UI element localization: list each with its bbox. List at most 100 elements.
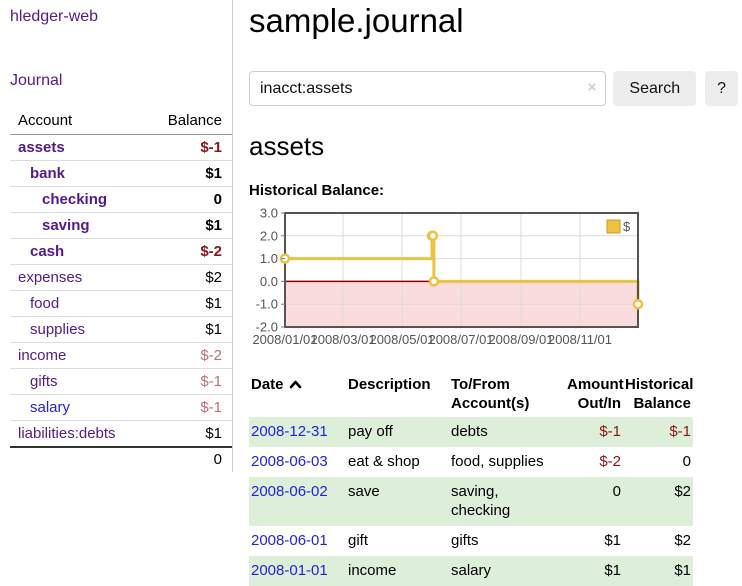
svg-text:3.0: 3.0	[260, 208, 278, 221]
svg-text:0.0: 0.0	[260, 274, 278, 289]
account-balance: 0	[213, 191, 222, 208]
register-body: 2008-12-31 pay off debts $-1 $-1 2008-06-03 ea…	[249, 417, 693, 586]
register-row: 2008-01-01 income salary $1 $1	[249, 556, 693, 586]
sidebar-account-row: salary $-1	[10, 395, 232, 421]
sidebar-account-link-income[interactable]: income	[18, 347, 67, 364]
page-title: sample.journal	[249, 2, 464, 39]
register-balance-cell: $-1	[669, 423, 691, 440]
search-box: ×	[249, 71, 607, 106]
register-balance-cell: $1	[674, 562, 691, 579]
accounts-table-header: Account Balance	[10, 110, 232, 135]
account-balance: $-2	[200, 243, 222, 260]
sidebar-account-link-salary[interactable]: salary	[30, 399, 71, 416]
register-amount-cell: 0	[612, 483, 621, 500]
register-balance-cell: $2	[674, 483, 691, 500]
sidebar-account-link-expenses[interactable]: expenses	[18, 269, 83, 286]
register-date-cell: 2008-06-01	[249, 526, 346, 556]
register-date-cell: 2008-12-31	[249, 417, 346, 447]
svg-text:2008/07/01: 2008/07/01	[428, 332, 493, 347]
date-link[interactable]: 2008-06-03	[251, 453, 328, 470]
account-balance: $1	[205, 425, 222, 442]
register-accounts-cell: salary	[451, 562, 492, 579]
account-balance: $1	[205, 165, 222, 182]
account-balance: $-1	[200, 399, 222, 416]
svg-text:2008/03/01: 2008/03/01	[310, 332, 375, 347]
sidebar: hledger-web Journal Account Balance asse…	[0, 0, 233, 472]
sidebar-account-row: checking 0	[10, 187, 232, 213]
sidebar-account-link-food[interactable]: food	[30, 295, 60, 312]
sidebar-account-link-gifts[interactable]: gifts	[30, 373, 58, 390]
account-balance: $1	[205, 217, 222, 234]
register-amount-cell: $1	[604, 562, 621, 579]
register-header-balance: Historical Balance	[625, 376, 694, 412]
sidebar-account-row: cash $-2	[10, 239, 232, 265]
register-accounts-cell: debts	[451, 423, 488, 440]
sidebar-account-link-liabilities-debts[interactable]: liabilities:debts	[18, 425, 116, 442]
search-button[interactable]: Search	[613, 71, 697, 106]
register-row: 2008-06-02 save saving, checking 0 $2	[249, 477, 693, 526]
sidebar-accounts: assets $-1 bank $1 checking 0 saving $1 cash $-2 e…	[10, 135, 232, 446]
sidebar-account-link-checking[interactable]: checking	[42, 191, 108, 208]
chart-legend: $	[606, 219, 631, 234]
register-description-cell: income	[348, 562, 397, 579]
register-row: 2008-06-01 gift gifts $1 $2	[249, 526, 693, 556]
svg-text:1.0: 1.0	[260, 251, 278, 266]
register-description-cell: gift	[348, 532, 369, 549]
register-amount-cell: $-2	[599, 453, 621, 470]
sidebar-account-row: expenses $2	[10, 265, 232, 291]
register-date-cell: 2008-06-02	[249, 477, 346, 526]
svg-text:2008/01/01: 2008/01/01	[252, 332, 317, 347]
register-accounts-cell: gifts	[451, 532, 479, 549]
account-heading: assets	[249, 131, 325, 161]
sort-ascending-icon	[289, 375, 302, 394]
register-row: 2008-12-31 pay off debts $-1 $-1	[249, 417, 693, 447]
main-content: sample.journal × Search ? assets Histori…	[233, 0, 742, 586]
svg-text:2008/11/01: 2008/11/01	[548, 332, 612, 347]
sidebar-account-row: saving $1	[10, 213, 232, 239]
sidebar-account-link-cash[interactable]: cash	[30, 243, 65, 260]
balance-column-header: Balance	[167, 112, 222, 129]
register-header-date[interactable]: Date	[249, 371, 346, 417]
register-balance-cell: $2	[674, 532, 691, 549]
sidebar-account-link-bank[interactable]: bank	[30, 165, 66, 182]
account-balance: $1	[205, 321, 222, 338]
svg-text:2008/09/01: 2008/09/01	[488, 332, 553, 347]
search-help-button[interactable]: ?	[705, 71, 738, 106]
register-date-cell: 2008-06-03	[249, 447, 346, 477]
sidebar-account-row: assets $-1	[10, 135, 232, 161]
accounts-table: Account Balance assets $-1 bank $1 checking 0…	[10, 110, 232, 472]
chart-label: Historical Balance:	[249, 182, 385, 199]
register-header-description: Description	[348, 376, 431, 393]
register-balance-cell: 0	[682, 453, 691, 470]
date-link[interactable]: 2008-06-02	[251, 483, 328, 500]
date-link[interactable]: 2008-12-31	[251, 423, 328, 440]
sidebar-account-row: supplies $1	[10, 317, 232, 343]
register-date-cell: 2008-01-01	[249, 556, 346, 586]
search-input[interactable]	[249, 71, 607, 106]
register-accounts-cell: food, supplies	[451, 453, 544, 470]
date-link[interactable]: 2008-01-01	[251, 562, 328, 579]
svg-text:2008/05/01: 2008/05/01	[369, 332, 434, 347]
svg-text:-2.0: -2.0	[256, 320, 278, 335]
search-form: × Search ?	[249, 71, 738, 106]
svg-text:2.0: 2.0	[260, 228, 278, 243]
sidebar-account-row: liabilities:debts $1	[10, 421, 232, 446]
brand-link[interactable]: hledger-web	[10, 8, 99, 25]
historical-balance-chart: $3.0 2.0 1.0 0.0 -1.0 -2.0 2008/01/01 2008/03/0…	[249, 206, 738, 355]
date-link[interactable]: 2008-06-01	[251, 532, 328, 549]
register-amount-cell: $1	[604, 532, 621, 549]
register-header-accounts: To/From Account(s)	[451, 376, 530, 412]
sidebar-account-row: bank $1	[10, 161, 232, 187]
sidebar-account-link-supplies[interactable]: supplies	[30, 321, 86, 338]
account-balance: $-2	[200, 347, 222, 364]
sidebar-account-row: income $-2	[10, 343, 232, 369]
clear-search-icon[interactable]: ×	[587, 79, 597, 96]
sidebar-account-link-assets[interactable]: assets	[18, 139, 65, 156]
sidebar-account-link-saving[interactable]: saving	[42, 217, 90, 234]
sidebar-item-journal[interactable]: Journal	[10, 72, 63, 89]
account-column-header: Account	[18, 112, 73, 129]
svg-text:$: $	[623, 219, 631, 234]
sidebar-account-row: gifts $-1	[10, 369, 232, 395]
accounts-total-row: 0	[10, 446, 232, 472]
